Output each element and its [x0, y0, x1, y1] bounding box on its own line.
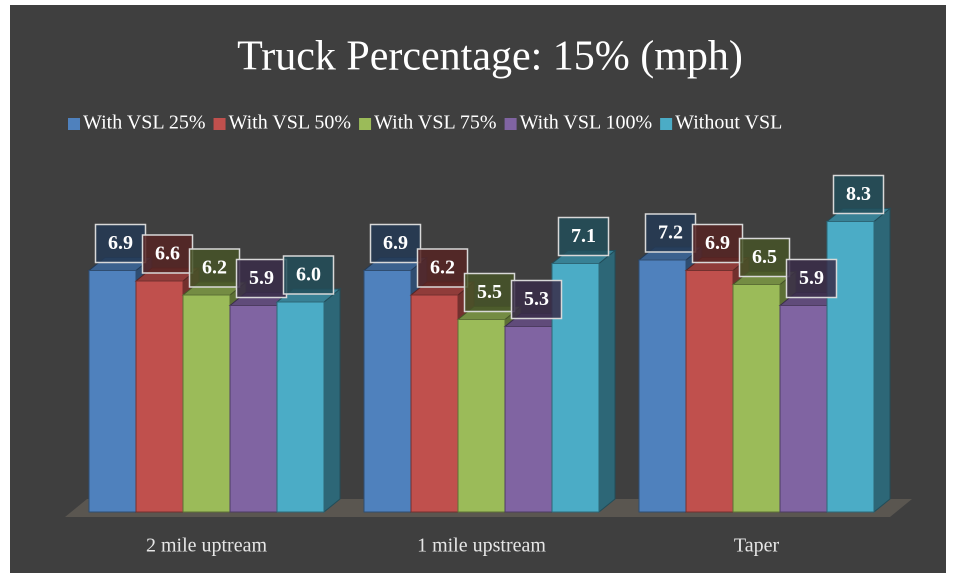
data-label-box: [369, 223, 422, 264]
bar-side: [323, 287, 341, 514]
legend-label: With VSL 75%: [374, 112, 497, 134]
bar: [504, 326, 553, 513]
data-label-box: [463, 272, 516, 313]
chart-title: Truck Percentage: 15% (mph): [237, 34, 743, 80]
data-label: 8.3: [846, 183, 871, 205]
bar: [410, 294, 459, 513]
data-label: 5.9: [799, 267, 824, 289]
data-label: 5.5: [477, 281, 502, 303]
legend-swatch: [68, 118, 80, 130]
data-label: 6.9: [383, 232, 408, 254]
bar-side: [598, 249, 616, 514]
bar: [732, 284, 781, 513]
data-label-box: [832, 174, 885, 215]
data-label: 6.2: [202, 257, 227, 279]
data-label-box: [94, 223, 147, 264]
data-label-box: [510, 279, 563, 320]
bar: [638, 259, 687, 513]
legend-label: Without VSL: [675, 112, 782, 134]
data-label-box: [738, 237, 791, 278]
legend-swatch: [359, 118, 372, 130]
bar: [276, 301, 325, 513]
bar: [182, 294, 231, 513]
data-label-box: [644, 213, 697, 253]
data-label: 5.3: [524, 288, 549, 310]
bar-side: [873, 207, 891, 514]
bar: [363, 270, 412, 513]
data-label: 6.0: [296, 264, 321, 286]
x-tick-label: Taper: [734, 535, 780, 557]
data-label: 6.2: [430, 257, 455, 279]
data-label: 7.1: [571, 225, 596, 247]
data-label-box: [785, 258, 838, 299]
data-label: 6.9: [705, 232, 730, 254]
data-label-box: [235, 258, 288, 299]
data-label-box: [416, 248, 469, 288]
x-tick-label: 1 mile upstream: [417, 535, 546, 557]
bar: [685, 270, 734, 513]
legend-swatch: [504, 118, 517, 130]
legend-swatch: [660, 118, 673, 130]
bar: [229, 305, 278, 513]
bar: [135, 280, 184, 513]
legend-label: With VSL 25%: [83, 112, 206, 134]
data-label: 7.2: [658, 222, 683, 244]
legend-swatch: [213, 118, 226, 130]
x-tick-label: 2 mile uptream: [146, 535, 268, 557]
bar: [457, 319, 506, 513]
legend-label: With VSL 50%: [229, 112, 352, 134]
data-label: 6.6: [155, 243, 180, 265]
data-label-box: [282, 255, 335, 295]
data-label: 6.5: [752, 246, 777, 268]
data-label: 5.9: [249, 267, 274, 289]
bar: [88, 270, 137, 513]
data-label-box: [557, 216, 610, 257]
data-label-box: [691, 223, 744, 264]
legend-label: With VSL 100%: [520, 112, 653, 134]
data-label: 6.9: [108, 232, 133, 254]
bar: [779, 305, 828, 513]
